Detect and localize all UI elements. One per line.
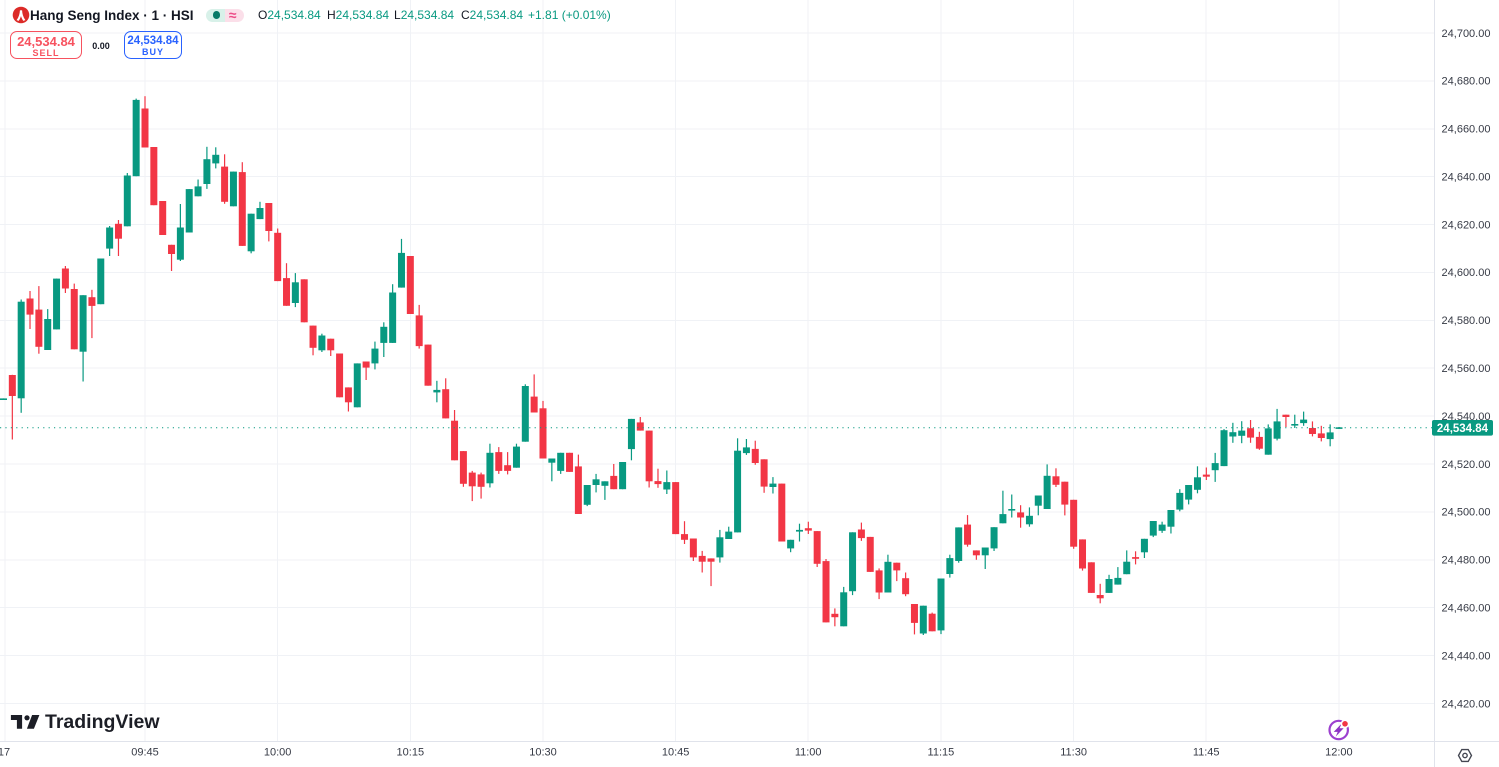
svg-text:24,460.00: 24,460.00 [1442,603,1491,615]
svg-text:17: 17 [0,747,10,759]
svg-text:24,540.00: 24,540.00 [1442,411,1491,423]
svg-text:24,560.00: 24,560.00 [1442,363,1491,375]
svg-text:24,440.00: 24,440.00 [1442,650,1491,662]
svg-text:10:30: 10:30 [529,747,557,759]
svg-text:10:00: 10:00 [264,747,292,759]
svg-text:24,520.00: 24,520.00 [1442,459,1491,471]
svg-text:11:15: 11:15 [928,747,955,759]
svg-text:09:45: 09:45 [131,747,159,759]
svg-text:24,700.00: 24,700.00 [1442,28,1491,40]
svg-text:24,660.00: 24,660.00 [1442,124,1491,136]
svg-text:11:00: 11:00 [795,747,822,759]
svg-text:24,620.00: 24,620.00 [1442,219,1491,231]
svg-text:24,600.00: 24,600.00 [1442,267,1491,279]
svg-text:24,640.00: 24,640.00 [1442,172,1491,184]
svg-text:10:45: 10:45 [662,747,690,759]
svg-text:12:00: 12:00 [1325,747,1353,759]
svg-text:24,500.00: 24,500.00 [1442,507,1491,519]
svg-text:24,534.84: 24,534.84 [1437,423,1489,435]
svg-text:24,480.00: 24,480.00 [1442,555,1491,567]
svg-text:24,580.00: 24,580.00 [1442,315,1491,327]
svg-text:24,680.00: 24,680.00 [1442,76,1491,88]
svg-text:11:45: 11:45 [1193,747,1220,759]
svg-text:11:30: 11:30 [1060,747,1087,759]
svg-text:10:15: 10:15 [397,747,425,759]
svg-text:24,420.00: 24,420.00 [1442,698,1491,710]
